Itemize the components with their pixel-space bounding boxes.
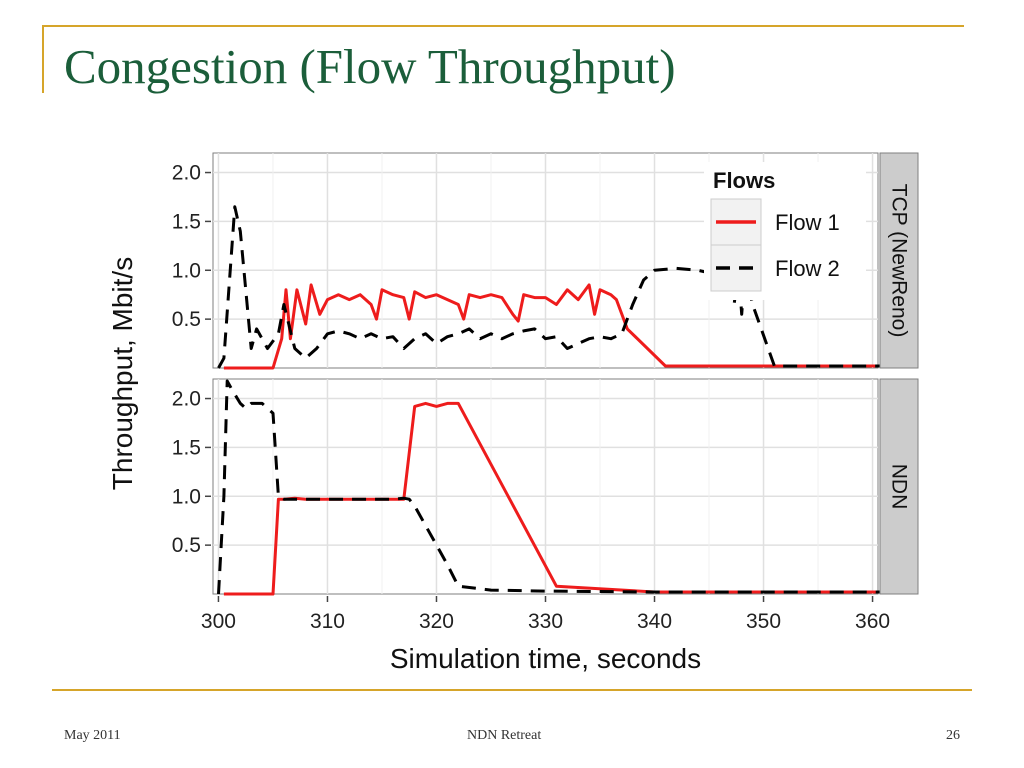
footer-page-number: 26 — [946, 728, 960, 743]
title-left-rule — [42, 25, 44, 93]
legend-entry-label: Flow 2 — [775, 256, 840, 281]
footer-event: NDN Retreat — [467, 728, 542, 743]
x-tick-label: 360 — [855, 610, 890, 633]
series-line-flow-1 — [223, 283, 884, 370]
y-tick-label: 2.0 — [172, 162, 201, 185]
facet-strip-label: TCP (NewReno) — [888, 184, 911, 338]
legend-entry-label: Flow 1 — [775, 210, 840, 235]
x-tick-label: 300 — [201, 610, 236, 633]
x-tick-label: 320 — [419, 610, 454, 633]
x-tick-label: 310 — [310, 610, 345, 633]
y-tick-label: 1.0 — [172, 259, 201, 282]
y-tick-label: 2.0 — [172, 388, 201, 411]
series-line-flow-2 — [217, 205, 884, 369]
y-axis-label: Throughput, Mbit/s — [107, 257, 138, 490]
x-tick-label: 340 — [637, 610, 672, 633]
title-top-rule — [42, 25, 964, 27]
series-line-flow-1 — [223, 401, 884, 596]
x-tick-label: 350 — [746, 610, 781, 633]
y-tick-label: 1.5 — [172, 210, 201, 233]
y-tick-label: 1.5 — [172, 436, 201, 459]
y-tick-label: 1.0 — [172, 485, 201, 508]
facet-strip-label: NDN — [888, 464, 911, 510]
x-tick-label: 330 — [528, 610, 563, 633]
legend-title: Flows — [713, 168, 775, 193]
footer-date: May 2011 — [64, 728, 121, 743]
facet-strip — [879, 152, 919, 369]
panel-2: 0.5 1.0 1.5 2.0 NDN — [172, 378, 919, 596]
footer-rule — [52, 689, 972, 691]
slide-title: Congestion (Flow Throughput) — [64, 39, 676, 94]
y-tick-label: 0.5 — [172, 534, 201, 557]
x-axis-label: Simulation time, seconds — [390, 643, 701, 674]
throughput-chart: 0.5 1.0 1.5 2.0 TCP (NewReno) 0.5 1.0 1.5 2.0 NDN… — [107, 152, 919, 674]
facet-strip — [879, 378, 919, 595]
y-tick-label: 0.5 — [172, 308, 201, 331]
